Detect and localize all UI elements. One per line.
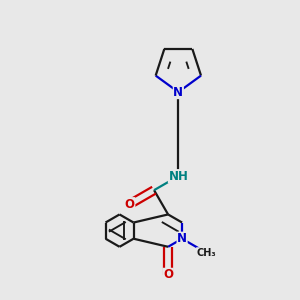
- Text: O: O: [125, 198, 135, 211]
- Text: NH: NH: [168, 170, 188, 183]
- Text: CH₃: CH₃: [196, 248, 216, 258]
- Text: N: N: [173, 85, 183, 99]
- Text: O: O: [163, 268, 173, 281]
- Text: N: N: [177, 232, 187, 245]
